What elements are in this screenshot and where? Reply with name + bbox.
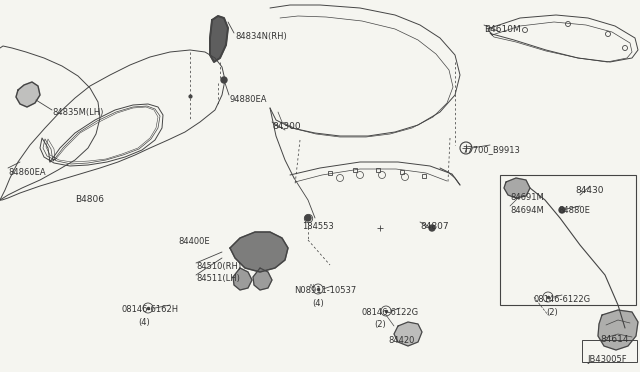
- Text: (4): (4): [312, 299, 324, 308]
- Polygon shape: [16, 82, 40, 107]
- Text: 08146-6122G: 08146-6122G: [534, 295, 591, 304]
- Text: 84510(RH): 84510(RH): [196, 262, 241, 271]
- Text: 84400E: 84400E: [178, 237, 210, 246]
- Text: 94880EA: 94880EA: [230, 95, 268, 104]
- Circle shape: [305, 215, 311, 221]
- Text: 84834N(RH): 84834N(RH): [235, 32, 287, 41]
- Text: 84691M: 84691M: [510, 193, 544, 202]
- Text: 84300: 84300: [272, 122, 301, 131]
- Text: 184553: 184553: [302, 222, 333, 231]
- Polygon shape: [253, 268, 272, 290]
- Text: N08911-10537: N08911-10537: [294, 286, 356, 295]
- Text: 08146-6122G: 08146-6122G: [362, 308, 419, 317]
- Bar: [582, 340, 637, 362]
- Text: 84430: 84430: [575, 186, 604, 195]
- Text: 84420: 84420: [388, 336, 414, 345]
- Text: 77700_B9913: 77700_B9913: [462, 145, 520, 154]
- Text: 84880E: 84880E: [558, 206, 590, 215]
- Bar: [500, 175, 636, 305]
- Text: (4): (4): [138, 318, 150, 327]
- Text: 08146-6162H: 08146-6162H: [122, 305, 179, 314]
- Circle shape: [221, 77, 227, 83]
- Circle shape: [559, 207, 565, 213]
- Polygon shape: [504, 178, 530, 198]
- Circle shape: [429, 225, 435, 231]
- Text: 84694M: 84694M: [510, 206, 544, 215]
- Polygon shape: [210, 16, 228, 62]
- Text: (2): (2): [546, 308, 557, 317]
- Text: 84807: 84807: [420, 222, 449, 231]
- Text: 84860EA: 84860EA: [8, 168, 45, 177]
- Text: JB43005F: JB43005F: [587, 355, 627, 364]
- Text: 84835M(LH): 84835M(LH): [52, 108, 104, 117]
- Text: (2): (2): [374, 320, 386, 329]
- Polygon shape: [233, 268, 252, 290]
- Text: B4806: B4806: [75, 195, 104, 204]
- Text: 84511(LH): 84511(LH): [196, 274, 240, 283]
- Polygon shape: [598, 310, 638, 350]
- Text: 84614: 84614: [600, 335, 628, 344]
- Text: B4610M: B4610M: [484, 25, 521, 34]
- Polygon shape: [394, 322, 422, 346]
- Polygon shape: [230, 232, 288, 272]
- Text: N: N: [310, 283, 314, 289]
